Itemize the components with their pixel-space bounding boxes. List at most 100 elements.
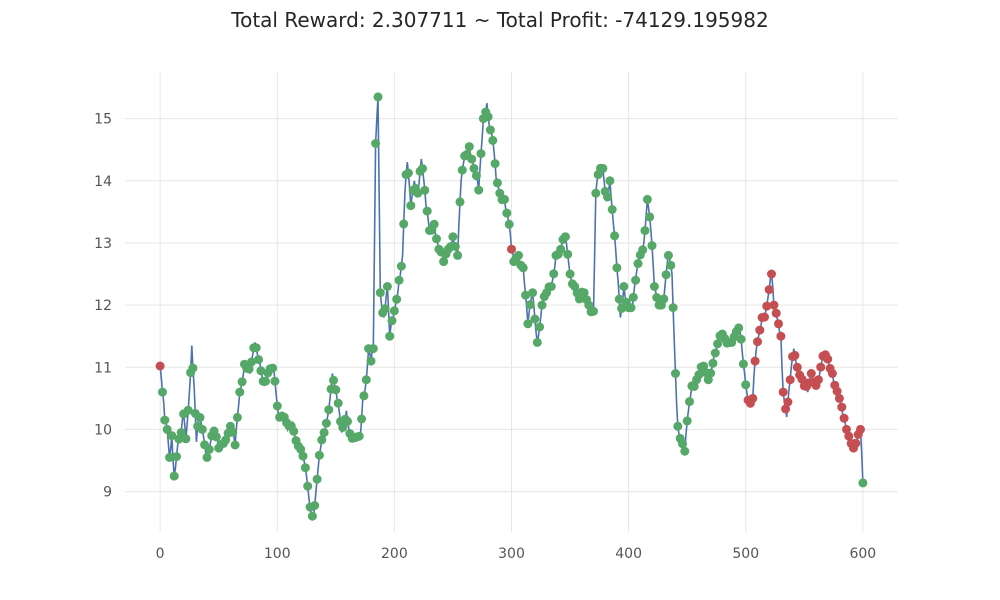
buy-marker: [492, 178, 502, 188]
buy-marker: [521, 290, 531, 300]
buy-marker: [158, 387, 167, 397]
buy-marker: [406, 201, 416, 211]
buy-marker: [560, 232, 570, 242]
buy-marker: [321, 418, 331, 428]
x-tick-label: 300: [498, 546, 525, 562]
buy-marker: [354, 431, 364, 441]
buy-marker: [432, 234, 441, 244]
buy-marker: [403, 168, 413, 178]
x-tick-label: 200: [381, 546, 408, 562]
buy-marker: [736, 334, 746, 344]
sell-marker: [851, 438, 861, 448]
buy-marker: [172, 452, 181, 462]
buy-marker: [418, 164, 427, 174]
buy-marker: [678, 439, 687, 449]
buy-marker: [448, 232, 458, 242]
buy-marker: [574, 294, 584, 304]
sell-marker: [785, 375, 795, 385]
sell-marker: [750, 356, 760, 366]
buy-marker: [689, 382, 699, 391]
buy-marker: [532, 337, 542, 347]
buy-marker: [734, 323, 744, 333]
buy-marker: [638, 245, 648, 255]
buy-marker: [457, 165, 467, 175]
buy-marker: [382, 282, 392, 291]
buy-marker: [628, 292, 638, 302]
buy-marker: [181, 434, 191, 444]
trade-marker-layer: [155, 92, 868, 521]
buy-marker: [303, 481, 313, 491]
buy-marker: [713, 339, 723, 349]
sell-marker: [806, 369, 816, 378]
buy-marker: [528, 288, 538, 298]
buy-marker: [642, 194, 652, 204]
sell-marker: [816, 362, 826, 372]
buy-marker: [389, 306, 399, 316]
buy-marker: [329, 375, 338, 385]
buy-marker: [546, 282, 556, 291]
y-tick-label: 13: [94, 236, 112, 252]
buy-marker: [429, 219, 439, 229]
buy-marker: [467, 154, 477, 164]
buy-marker: [469, 163, 479, 173]
buy-marker: [518, 263, 528, 273]
y-tick-label: 9: [103, 485, 112, 501]
chart-title: Total Reward: 2.307711 ~ Total Profit: -…: [231, 8, 769, 32]
buy-marker: [535, 322, 545, 332]
buy-marker: [228, 427, 238, 437]
buy-marker: [605, 176, 615, 186]
buy-marker: [380, 304, 390, 314]
axis-layer: 0 100 200 300 400 500 600 9 10 11 12 13 14 15: [94, 112, 876, 562]
buy-marker: [663, 250, 673, 260]
sell-marker: [792, 362, 802, 372]
sell-marker: [781, 404, 791, 414]
buy-marker: [251, 343, 261, 353]
buy-marker: [488, 135, 498, 145]
buy-marker: [591, 188, 601, 198]
buy-marker: [523, 319, 533, 329]
y-tick-label: 14: [94, 174, 112, 190]
buy-marker: [619, 282, 629, 291]
buy-marker: [310, 501, 320, 510]
sell-marker: [842, 424, 851, 434]
buy-marker: [673, 421, 683, 431]
buy-marker: [530, 314, 540, 324]
buy-marker: [371, 139, 381, 148]
sell-marker: [856, 424, 865, 434]
buy-marker: [626, 303, 636, 313]
buy-marker: [474, 185, 484, 195]
y-tick-label: 12: [94, 298, 112, 314]
x-tick-label: 600: [849, 546, 876, 562]
buy-marker: [289, 426, 299, 436]
buy-marker: [490, 159, 500, 169]
buy-marker: [565, 269, 575, 279]
buy-marker: [261, 376, 270, 386]
buy-marker: [671, 369, 680, 378]
buy-marker: [357, 414, 367, 424]
buy-marker: [633, 259, 643, 269]
buy-marker: [343, 416, 352, 426]
buy-marker: [537, 300, 547, 310]
x-tick-label: 0: [156, 546, 165, 562]
sell-marker: [771, 308, 781, 318]
buy-marker: [640, 226, 650, 236]
buy-marker: [195, 413, 205, 422]
buy-marker: [314, 450, 324, 460]
buy-marker: [708, 358, 718, 368]
sell-marker: [837, 402, 847, 412]
buy-marker: [183, 405, 193, 415]
buy-marker: [422, 206, 432, 216]
buy-marker: [455, 197, 465, 207]
buy-marker: [300, 463, 310, 473]
buy-marker: [645, 212, 655, 222]
buy-marker: [254, 355, 263, 365]
buy-marker: [396, 261, 406, 271]
buy-marker: [270, 376, 280, 386]
buy-marker: [549, 269, 559, 279]
buy-marker: [413, 188, 423, 198]
buy-marker: [331, 385, 341, 395]
buy-marker: [272, 401, 282, 411]
buy-marker: [312, 474, 322, 484]
buy-marker: [514, 250, 523, 260]
sell-marker: [753, 337, 762, 347]
